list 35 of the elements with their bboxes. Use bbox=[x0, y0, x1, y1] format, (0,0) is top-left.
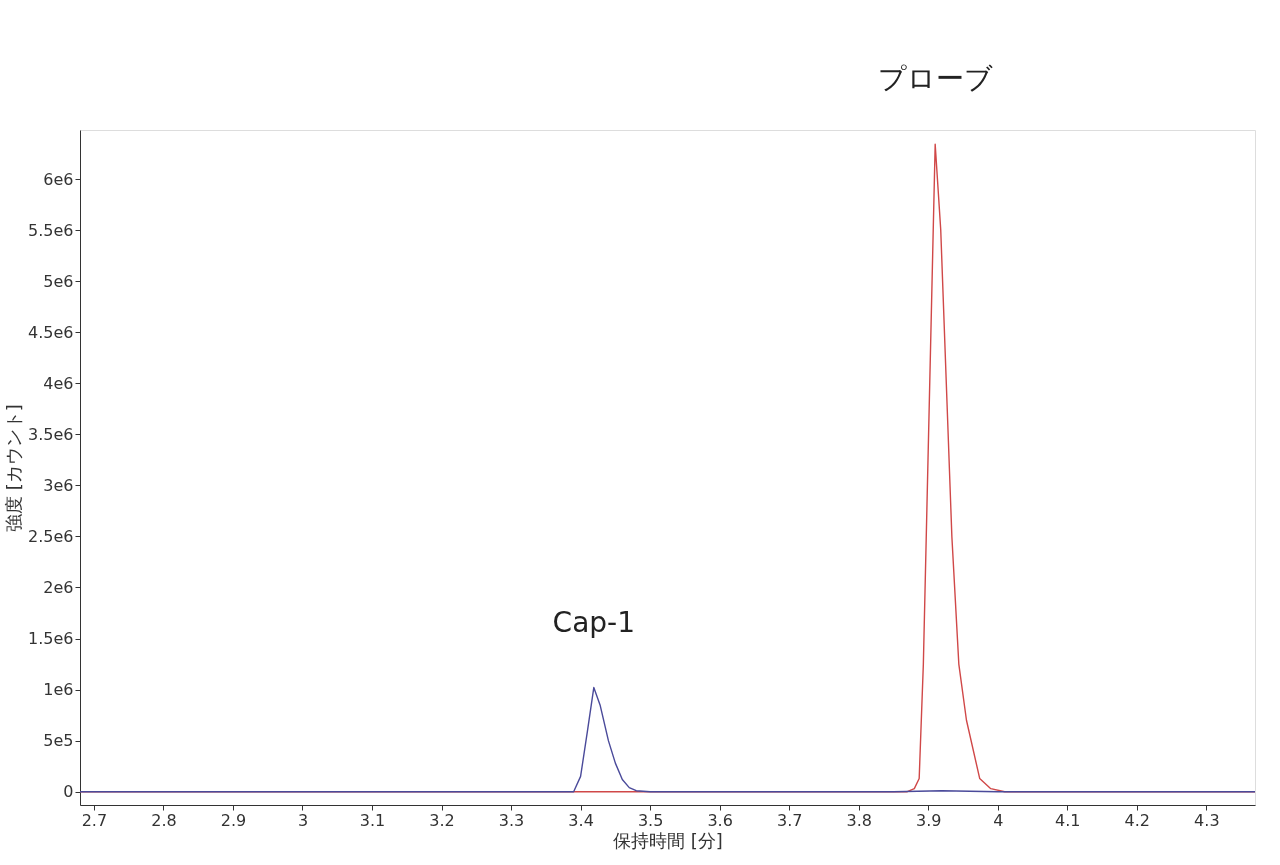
x-tick-label: 2.9 bbox=[220, 810, 247, 830]
x-tick-label: 4 bbox=[993, 810, 1004, 830]
y-tick-label: 3e6 bbox=[43, 475, 74, 495]
x-tick-label: 3 bbox=[297, 810, 309, 830]
y-tick-label: 4.5e6 bbox=[28, 322, 74, 342]
x-axis-title: 保持時間 [分] bbox=[613, 829, 723, 851]
x-tick-label: 2.8 bbox=[151, 810, 177, 830]
y-tick-label: 2.5e6 bbox=[28, 526, 74, 546]
x-tick-label: 4.1 bbox=[1055, 810, 1081, 830]
y-tick-label: 1e6 bbox=[43, 680, 74, 700]
line-series bbox=[80, 686, 1255, 793]
x-tick-label: 3.4 bbox=[568, 810, 594, 830]
y-tick-label: 5e5 bbox=[43, 731, 74, 751]
y-tick-label: 2e6 bbox=[43, 577, 74, 597]
x-tick-label: 3.5 bbox=[637, 810, 664, 830]
y-tick-label: 5e6 bbox=[43, 271, 74, 291]
y-tick-label: 5.5e6 bbox=[28, 220, 74, 240]
x-tick-label: 3.7 bbox=[776, 810, 803, 830]
y-tick-label: 3.5e6 bbox=[28, 424, 74, 444]
y-tick-label: 4e6 bbox=[43, 373, 74, 393]
x-tick-label: 4.3 bbox=[1194, 810, 1220, 830]
x-tick-label: 3.6 bbox=[707, 810, 733, 830]
x-tick-label: 3.2 bbox=[429, 810, 455, 830]
x-tick-label: 3.1 bbox=[359, 810, 386, 830]
x-tick-label: 4.2 bbox=[1124, 810, 1151, 830]
x-tick-label: 3.8 bbox=[846, 810, 872, 830]
y-axis-title: 強度 [カウント] bbox=[3, 404, 25, 532]
y-tick-label: 6e6 bbox=[43, 169, 74, 189]
x-tick-label: 3.9 bbox=[916, 810, 942, 830]
y-tick-label: 0 bbox=[63, 782, 74, 802]
x-tick-label: 2.7 bbox=[81, 810, 108, 830]
x-tick-label: 3.3 bbox=[498, 810, 525, 830]
y-tick-label: 1.5e6 bbox=[28, 629, 74, 649]
annotation: Cap-1 bbox=[552, 605, 635, 639]
annotation: プローブ bbox=[877, 62, 993, 96]
